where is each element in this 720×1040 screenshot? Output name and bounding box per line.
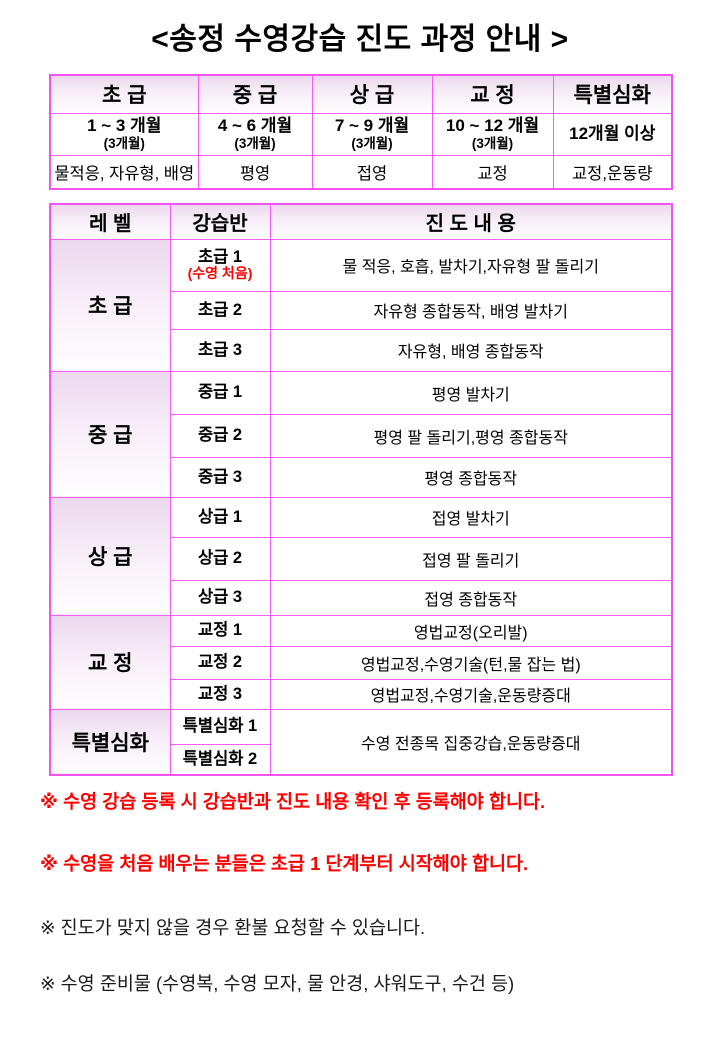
class-cell: 초급 1 (수영 처음) (169, 238, 271, 292)
content-cell: 자유형 종합동작, 배영 발차기 (269, 290, 673, 330)
overview-period-subtext: (3개월) (234, 136, 276, 152)
class-cell: 중급 2 (169, 413, 271, 458)
class-cell: 상급 3 (169, 579, 271, 616)
class-label: 특별심화 2 (182, 750, 258, 769)
level-cell: 초 급 (49, 238, 171, 372)
class-cell: 특별심화 1 (169, 708, 271, 745)
overview-content-cell: 평영 (197, 154, 313, 190)
overview-level-cell: 중 급 (197, 74, 313, 114)
progress-header-class: 강습반 (169, 203, 271, 240)
overview-period-cell: 12개월 이상 (552, 112, 673, 156)
class-cell: 교정 1 (169, 614, 271, 647)
class-label: 교정 3 (197, 684, 243, 703)
class-cell: 교정 3 (169, 678, 271, 710)
content-cell: 접영 종합동작 (269, 579, 673, 616)
overview-level-cell: 교 정 (431, 74, 554, 114)
page-title: <송정 수영강습 진도 과정 안내 > (151, 23, 569, 56)
progress-header-content: 진 도 내 용 (269, 203, 673, 240)
overview-content-cell: 교정,운동량 (552, 154, 673, 190)
overview-period-cell: 10 ~ 12 개월 (3개월) (431, 112, 554, 156)
class-label: 교정 1 (197, 621, 243, 640)
class-cell: 특별심화 2 (169, 743, 271, 776)
class-label: 초급 3 (197, 340, 243, 359)
level-cell: 교 정 (49, 614, 171, 710)
level-cell: 상 급 (49, 496, 171, 616)
class-cell: 초급 3 (169, 328, 271, 372)
class-cell: 중급 3 (169, 456, 271, 498)
overview-period-cell: 4 ~ 6 개월 (3개월) (197, 112, 313, 156)
overview-content-cell: 접영 (311, 154, 433, 190)
content-cell: 영법교정(오리발) (269, 614, 673, 647)
overview-content-cell: 물적응, 자유형, 배영 (49, 154, 199, 190)
class-cell: 상급 2 (169, 536, 271, 581)
content-cell: 평영 발차기 (269, 370, 673, 415)
content-cell: 자유형, 배영 종합동작 (269, 328, 673, 372)
note-line: ※ 수영 준비물 (수영복, 수영 모자, 물 안경, 샤워도구, 수건 등) (40, 973, 515, 994)
overview-content-cell: 교정 (431, 154, 554, 190)
class-cell: 초급 2 (169, 290, 271, 330)
overview-period-subtext: (3개월) (471, 136, 514, 152)
class-note: (수영 처음) (187, 265, 253, 282)
class-cell: 상급 1 (169, 496, 271, 538)
class-label: 초급 2 (197, 300, 243, 319)
overview-period-text: 7 ~ 9 개월 (334, 116, 410, 136)
class-label: 중급 3 (197, 467, 243, 486)
overview-period-cell: 1 ~ 3 개월 (3개월) (49, 112, 199, 156)
class-cell: 중급 1 (169, 370, 271, 415)
content-cell: 평영 팔 돌리기,평영 종합동작 (269, 413, 673, 458)
overview-level-cell: 상 급 (311, 74, 433, 114)
note-line: ※ 수영을 처음 배우는 분들은 초급 1 단계부터 시작해야 합니다. (40, 853, 529, 874)
overview-period-cell: 7 ~ 9 개월 (3개월) (311, 112, 433, 156)
content-cell: 수영 전종목 집중강습,운동량증대 (269, 708, 673, 776)
level-cell: 중 급 (49, 370, 171, 498)
overview-level-cell: 초 급 (49, 74, 199, 114)
class-label: 교정 2 (197, 653, 243, 672)
overview-period-subtext: (3개월) (351, 136, 393, 152)
content-cell: 접영 발차기 (269, 496, 673, 538)
class-label: 초급 1 (197, 248, 243, 267)
overview-period-text: 12개월 이상 (569, 124, 656, 144)
overview-period-text: 4 ~ 6 개월 (217, 116, 293, 136)
overview-level-cell: 특별심화 (552, 74, 673, 114)
content-cell: 영법교정,수영기술(턴,물 잡는 법) (269, 645, 673, 680)
class-label: 상급 3 (197, 588, 243, 607)
class-label: 상급 1 (197, 507, 243, 526)
class-label: 중급 2 (197, 426, 243, 445)
class-label: 특별심화 1 (182, 717, 258, 736)
note-line: ※ 수영 강습 등록 시 강습반과 진도 내용 확인 후 등록해야 합니다. (40, 791, 546, 812)
content-cell: 평영 종합동작 (269, 456, 673, 498)
overview-period-subtext: (3개월) (103, 136, 145, 152)
note-line: ※ 진도가 맞지 않을 경우 환불 요청할 수 있습니다. (40, 917, 426, 938)
content-cell: 물 적응, 호흡, 발차기,자유형 팔 돌리기 (269, 238, 673, 292)
progress-header-level: 레 벨 (49, 203, 171, 240)
overview-period-text: 10 ~ 12 개월 (445, 116, 540, 136)
notes-section: ※ 수영 강습 등록 시 강습반과 진도 내용 확인 후 등록해야 합니다. ※ … (40, 791, 690, 995)
class-label: 상급 2 (197, 549, 243, 568)
content-cell: 영법교정,수영기술,운동량증대 (269, 678, 673, 710)
content-cell: 접영 팔 돌리기 (269, 536, 673, 581)
class-label: 중급 1 (197, 383, 243, 402)
class-cell: 교정 2 (169, 645, 271, 680)
overview-period-text: 1 ~ 3 개월 (87, 116, 162, 136)
level-cell: 특별심화 (49, 708, 171, 776)
